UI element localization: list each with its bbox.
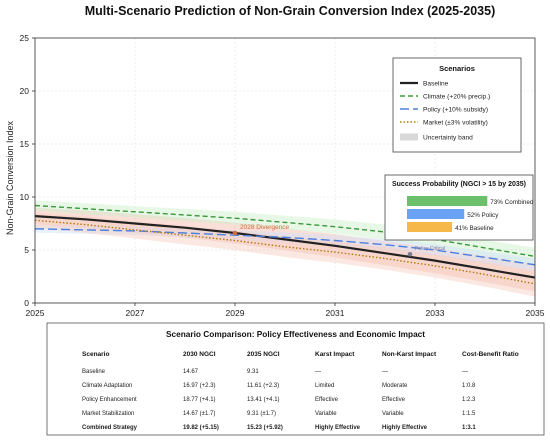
table-cell: 9.31 (±1.7) bbox=[247, 411, 276, 417]
x-tick-label: 2029 bbox=[226, 308, 245, 318]
series-line bbox=[34, 204, 536, 258]
table-box bbox=[46, 322, 545, 436]
uncertainty-bands bbox=[35, 200, 535, 297]
plot-frame bbox=[34, 37, 536, 304]
legend-swatch-band bbox=[400, 133, 418, 141]
annotation-label: Policy Critical bbox=[415, 246, 445, 252]
table-cell: 13.41 (+4.1) bbox=[247, 397, 280, 403]
y-tick-label: 25 bbox=[20, 33, 30, 43]
y-axis-label: Non-Grain Conversion Index bbox=[5, 120, 15, 235]
x-tick-label: 2035 bbox=[526, 308, 545, 318]
legend-entry: Climate (+20% precip.) bbox=[423, 94, 490, 101]
table-cell: Variable bbox=[382, 411, 404, 417]
uncertainty-band bbox=[35, 212, 535, 297]
table-cell: Baseline bbox=[82, 369, 106, 375]
series-line bbox=[34, 215, 536, 279]
table-cell: Market Stabilization bbox=[82, 411, 134, 417]
table-cell: 1:0.8 bbox=[462, 383, 476, 389]
x-tick-label: 2025 bbox=[26, 308, 45, 318]
inset-title: Success Probability (NGCI > 15 by 2035) bbox=[392, 181, 526, 188]
legend-entry: Uncertainty band bbox=[423, 135, 473, 142]
table-cell: Highly Effective bbox=[382, 425, 428, 431]
inset-bar-label: 52% Policy bbox=[467, 212, 499, 219]
table-cell: 14.67 bbox=[183, 369, 199, 375]
table-header: 2035 NGCI bbox=[247, 351, 280, 358]
annotation-label: 2028 Divergence bbox=[240, 224, 290, 231]
table-cell: 9.31 bbox=[247, 369, 259, 375]
table-cell: Moderate bbox=[382, 383, 408, 389]
y-tick-label: 5 bbox=[24, 245, 29, 255]
series-line bbox=[34, 228, 536, 266]
annotation-marker bbox=[232, 230, 238, 236]
table-cell: 18.77 (+4.1) bbox=[183, 397, 216, 403]
y-tick-label: 0 bbox=[24, 298, 29, 308]
x-tick-label: 2033 bbox=[426, 308, 445, 318]
inset-bar bbox=[407, 196, 488, 206]
inset-bar-chart: Success Probability (NGCI > 15 by 2035) 7… bbox=[384, 174, 534, 241]
table-header: Karst Impact bbox=[315, 351, 355, 358]
table-cell: Effective bbox=[315, 397, 339, 403]
legend: Scenarios Baseline Climate (+20% precip.) P… bbox=[392, 57, 522, 153]
table-cell: Variable bbox=[315, 411, 337, 417]
table-cell: Policy Enhancement bbox=[82, 397, 137, 403]
table-header: Non-Karst Impact bbox=[382, 351, 437, 358]
inset-bar-label: 41% Baseline bbox=[455, 225, 494, 232]
table-cell: 11.61 (+2.3) bbox=[247, 383, 279, 389]
table-cell: Climate Adaptation bbox=[82, 383, 132, 389]
legend-entry: Market (±3% volatility) bbox=[423, 120, 488, 127]
y-tick-label: 20 bbox=[20, 86, 30, 96]
table-cell: Effective bbox=[382, 397, 406, 403]
table-cell: 1:3.1 bbox=[462, 425, 476, 431]
y-tick-label: 10 bbox=[20, 192, 30, 202]
table-cell: 19.82 (+5.15) bbox=[183, 425, 219, 431]
table-cell: 14.67 (±1.7) bbox=[183, 411, 215, 417]
inset-bar-label: 73% Combined bbox=[490, 199, 534, 206]
inset-bar bbox=[407, 222, 453, 232]
inset-bar bbox=[407, 209, 465, 219]
table-cell: — bbox=[382, 369, 388, 375]
table-cell: 1:2.3 bbox=[462, 397, 476, 403]
uncertainty-band bbox=[35, 200, 535, 265]
uncertainty-band bbox=[35, 207, 535, 292]
legend-entry: Baseline bbox=[423, 81, 449, 88]
chart-title: Multi-Scenario Prediction of Non-Grain C… bbox=[85, 4, 496, 18]
table-cell: 1:1.5 bbox=[462, 411, 476, 417]
x-tick-label: 2027 bbox=[126, 308, 145, 318]
comparison-table: Scenario Comparison: Policy Effectivenes… bbox=[46, 322, 545, 436]
table-cell: Combined Strategy bbox=[82, 425, 138, 431]
annotation-marker bbox=[407, 251, 413, 257]
table-cell: 16.97 (+2.3) bbox=[183, 383, 216, 389]
series-lines bbox=[34, 204, 536, 285]
table-cell: 15.23 (+5.92) bbox=[247, 425, 283, 431]
table-header: 2030 NGCI bbox=[183, 351, 216, 358]
legend-entry: Policy (+10% subsidy) bbox=[423, 107, 488, 114]
table-cell: Limited bbox=[315, 383, 334, 389]
table-header: Scenario bbox=[82, 351, 109, 358]
table-cell: — bbox=[315, 369, 321, 375]
annotations: 2028 Divergence Policy Critical bbox=[232, 224, 445, 257]
y-tick-label: 15 bbox=[20, 139, 30, 149]
x-tick-label: 2031 bbox=[326, 308, 345, 318]
uncertainty-band bbox=[35, 224, 535, 272]
table-cell: — bbox=[462, 369, 468, 375]
table-title: Scenario Comparison: Policy Effectivenes… bbox=[166, 329, 425, 339]
legend-title: Scenarios bbox=[439, 64, 475, 73]
table-header: Cost-Benefit Ratio bbox=[462, 351, 519, 358]
table-cell: Highly Effective bbox=[315, 425, 361, 431]
